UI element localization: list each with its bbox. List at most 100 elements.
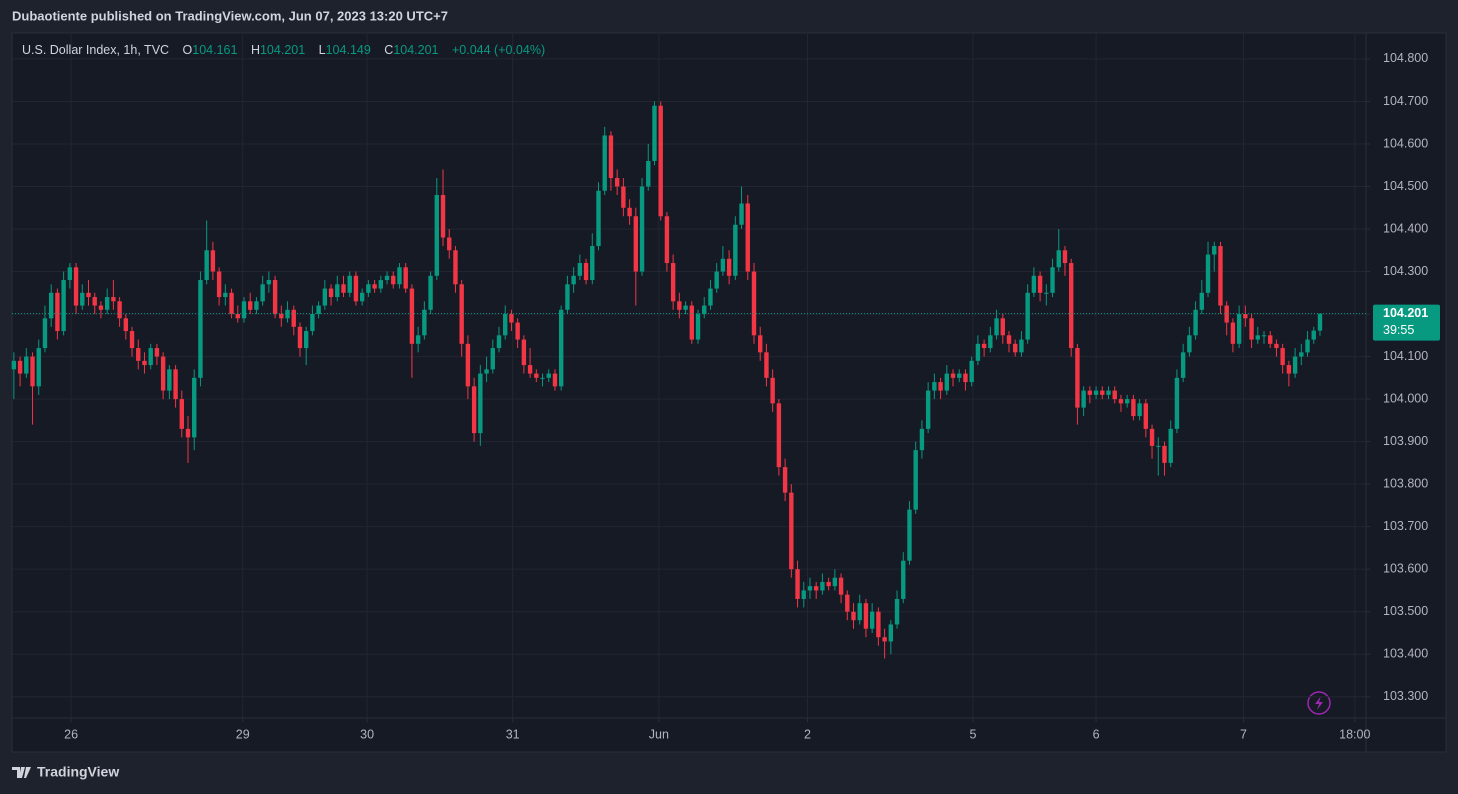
candle-body bbox=[303, 331, 309, 349]
y-tick-label: 104.600 bbox=[1383, 136, 1428, 150]
candle-body bbox=[1062, 250, 1068, 264]
x-tick-label: 7 bbox=[1240, 727, 1247, 741]
y-tick-label: 103.500 bbox=[1383, 604, 1428, 618]
candle-body bbox=[1087, 390, 1093, 395]
candle-body bbox=[496, 335, 502, 349]
candle-body bbox=[1243, 314, 1248, 319]
candle-body bbox=[1013, 343, 1018, 353]
candle-body bbox=[515, 322, 520, 340]
candle-body bbox=[353, 275, 359, 302]
candle-body bbox=[1075, 348, 1080, 408]
candle-body bbox=[894, 598, 900, 625]
candle-body bbox=[901, 560, 906, 599]
candle-body bbox=[1162, 445, 1167, 463]
candle-body bbox=[1305, 339, 1310, 353]
symbol: U.S. Dollar Index, 1h, TVC bbox=[22, 43, 170, 57]
candle-body bbox=[745, 203, 750, 272]
candle-body bbox=[1268, 335, 1273, 344]
candle-body bbox=[24, 356, 29, 374]
candle-body bbox=[1050, 267, 1055, 293]
candle-body bbox=[1193, 309, 1198, 336]
candle-body bbox=[714, 271, 719, 289]
candle-body bbox=[882, 637, 887, 642]
candle-body bbox=[857, 603, 862, 621]
candle-body bbox=[478, 373, 483, 434]
candle-body bbox=[1199, 292, 1205, 310]
candle-body bbox=[602, 135, 607, 191]
candle-body bbox=[1137, 403, 1142, 417]
candle-body bbox=[136, 348, 141, 361]
candle-body bbox=[55, 292, 60, 332]
candle-body bbox=[782, 467, 788, 493]
candle-body bbox=[384, 275, 390, 281]
candle-body bbox=[223, 292, 228, 298]
candle-body bbox=[1205, 254, 1211, 293]
candle-body bbox=[957, 373, 962, 378]
candle-body bbox=[36, 348, 41, 387]
candle-body bbox=[652, 105, 657, 161]
open-label: O bbox=[182, 43, 193, 57]
candle-body bbox=[876, 611, 881, 638]
candle-body bbox=[1037, 275, 1043, 293]
candle-body bbox=[845, 594, 850, 612]
candle-body bbox=[98, 305, 104, 310]
candle-body bbox=[981, 343, 987, 349]
candle-body bbox=[503, 314, 508, 336]
candle-body bbox=[1068, 263, 1074, 349]
candle-body bbox=[397, 267, 402, 285]
candle-body bbox=[291, 309, 296, 327]
candle-body bbox=[279, 314, 284, 319]
candle-body bbox=[670, 263, 676, 302]
candle-body bbox=[832, 577, 838, 587]
candle-body bbox=[428, 275, 433, 310]
candle-body bbox=[621, 186, 626, 208]
candle-body bbox=[633, 216, 639, 272]
candle-body bbox=[167, 369, 172, 391]
candle-body bbox=[1286, 365, 1292, 374]
candle-body bbox=[61, 280, 66, 332]
candle-body bbox=[770, 377, 775, 404]
candle-body bbox=[919, 428, 925, 451]
candle-body bbox=[248, 301, 253, 310]
candle-body bbox=[1106, 390, 1111, 395]
candle-body bbox=[347, 275, 352, 293]
candle-body bbox=[192, 377, 197, 438]
candle-body bbox=[801, 590, 806, 599]
alert-icon[interactable] bbox=[1307, 691, 1331, 715]
candle-body bbox=[1156, 445, 1161, 447]
y-tick-label: 104.000 bbox=[1383, 391, 1428, 405]
candle-body bbox=[447, 237, 452, 251]
candle-body bbox=[359, 292, 365, 302]
candle-body bbox=[1056, 250, 1061, 268]
grid bbox=[12, 33, 1366, 718]
candle-body bbox=[185, 428, 191, 438]
candle-body bbox=[646, 160, 651, 187]
candle-body bbox=[590, 246, 595, 281]
candle-body bbox=[1236, 314, 1242, 344]
candle-body bbox=[683, 305, 688, 310]
candle-body bbox=[285, 309, 290, 319]
candle-body bbox=[1255, 335, 1260, 340]
candle-body bbox=[776, 403, 782, 468]
candle-body bbox=[702, 305, 707, 315]
candle-body bbox=[795, 569, 800, 599]
chart-frame bbox=[11, 32, 1447, 753]
change-value: +0.044 (+0.04%) bbox=[451, 43, 546, 57]
x-tick-label: 30 bbox=[360, 727, 374, 741]
candle-body bbox=[465, 343, 471, 387]
candle-body bbox=[975, 343, 981, 361]
open-value: 104.161 bbox=[192, 43, 238, 57]
candle-body bbox=[695, 314, 701, 340]
y-tick-label: 103.800 bbox=[1383, 476, 1428, 490]
candle-body bbox=[614, 177, 620, 187]
candle-body bbox=[1131, 399, 1136, 417]
candle-body bbox=[1292, 356, 1298, 374]
candle-body bbox=[484, 369, 489, 374]
y-tick-label: 104.800 bbox=[1383, 51, 1428, 65]
candle-body bbox=[739, 203, 744, 225]
candle-body bbox=[372, 284, 377, 289]
candle-body bbox=[1261, 335, 1267, 337]
candle-body bbox=[440, 195, 446, 238]
candle-body bbox=[92, 297, 97, 306]
